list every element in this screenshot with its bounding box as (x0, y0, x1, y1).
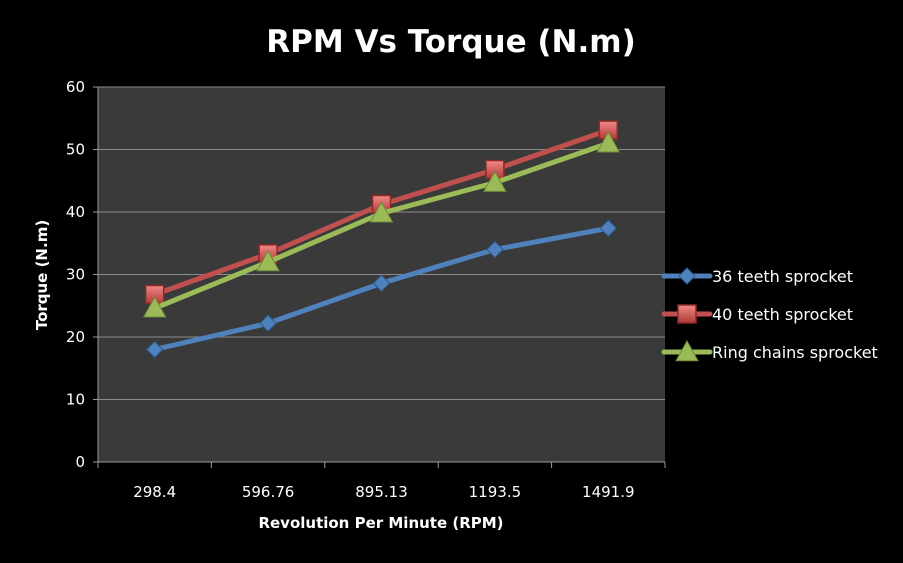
legend-marker (678, 267, 696, 285)
chart-title: RPM Vs Torque (N.m) (266, 24, 636, 60)
data-point (145, 340, 164, 359)
data-point (369, 201, 394, 223)
legend-label: 36 teeth sprocket (712, 267, 853, 286)
legend-item: 40 teeth sprocket (661, 304, 853, 324)
data-point (596, 131, 621, 153)
legend-label: 40 teeth sprocket (712, 305, 853, 324)
x-tick-label: 298.4 (133, 483, 176, 501)
x-tick-label: 895.13 (355, 483, 408, 501)
y-tick-label: 30 (66, 266, 85, 284)
y-tick-label: 20 (66, 328, 85, 346)
data-point (483, 170, 507, 192)
y-axis-title: Torque (N.m) (33, 220, 51, 330)
data-point (372, 274, 391, 292)
legend-marker (677, 304, 697, 324)
gridlines (98, 86, 665, 400)
legend-item: 36 teeth sprocket (661, 267, 853, 286)
y-tick-label: 10 (66, 391, 85, 409)
x-tick-label: 1193.5 (469, 483, 522, 501)
data-point (259, 314, 277, 332)
data-point (599, 219, 618, 237)
legend-marker (675, 339, 699, 362)
x-tick-label: 596.76 (242, 483, 295, 501)
y-tick-label: 40 (66, 203, 85, 221)
y-tick-label: 50 (66, 141, 85, 159)
y-tick-label: 60 (66, 78, 85, 96)
legend-label: Ring chains sprocket (712, 343, 878, 362)
data-point (486, 240, 504, 259)
x-tick-label: 1491.9 (582, 483, 635, 501)
data-point (256, 249, 280, 272)
y-axis-ticks: 0 10 20 30 40 50 60 (66, 78, 98, 471)
legend-item: Ring chains sprocket (661, 339, 878, 362)
series-ring-chains-sprocket (142, 131, 621, 318)
series (142, 120, 621, 359)
series-36-teeth-sprocket (145, 219, 618, 359)
data-point (142, 296, 167, 318)
x-axis-title: Revolution Per Minute (RPM) (258, 514, 503, 532)
legend: 36 teeth sprocket 40 teeth sprocket Ring c… (661, 267, 878, 362)
y-tick-label: 0 (75, 453, 85, 471)
x-axis-ticks: 298.4 596.76 895.13 1193.5 1491.9 (97, 462, 666, 501)
